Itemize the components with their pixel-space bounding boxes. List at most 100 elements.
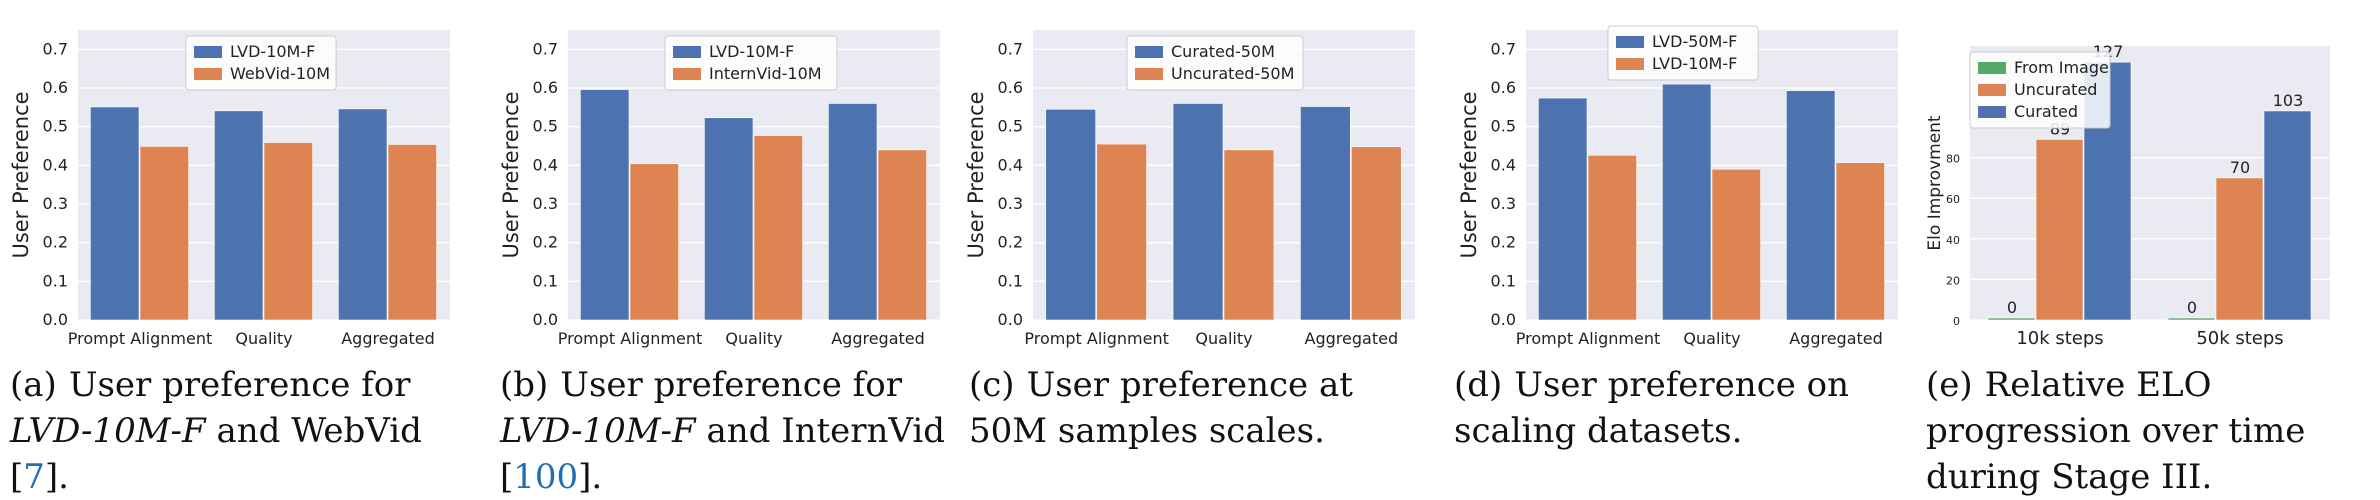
caption-text: User preference for xyxy=(560,365,902,405)
legend-swatch xyxy=(1978,106,2006,118)
legend-swatch xyxy=(1978,84,2006,96)
y-tick-label: 80 xyxy=(1946,153,1960,166)
y-tick-label: 0.3 xyxy=(533,194,558,213)
citation-link[interactable]: 100 xyxy=(513,457,579,497)
legend-box xyxy=(185,35,337,91)
citation-link[interactable]: 7 xyxy=(23,457,45,497)
y-tick-label: 0.5 xyxy=(43,117,68,136)
bar xyxy=(1538,97,1588,321)
bar xyxy=(1045,108,1096,321)
y-tick-label: 0.3 xyxy=(998,194,1023,213)
caption-text: LVD-10M-F xyxy=(500,411,696,451)
y-tick-label: 0.4 xyxy=(1491,155,1516,174)
panel-d: 0.0 0.1 0.2 0.3 0.4 0.5 0.6 0.7 User Preference P… xyxy=(1448,0,1918,457)
data-label: 103 xyxy=(2273,91,2304,110)
y-tick-label: 0.6 xyxy=(533,78,558,97)
caption-text: User preference at 50M samples scales. xyxy=(969,365,1353,451)
legend-swatch xyxy=(194,68,222,80)
x-tick-label: Aggregated xyxy=(831,329,925,348)
y-tick-label: 0.1 xyxy=(998,271,1023,290)
bar xyxy=(1711,168,1761,321)
bar xyxy=(263,142,313,321)
bar xyxy=(1096,143,1147,321)
legend-swatch xyxy=(1135,46,1163,58)
data-label: 0 xyxy=(2007,298,2017,317)
x-tick-label: Quality xyxy=(725,329,782,348)
legend-label: InternVid-10M xyxy=(709,64,822,83)
caption-text: User preference for xyxy=(68,365,411,405)
caption-text: Relative ELO progression over time durin… xyxy=(1926,365,2306,497)
bar xyxy=(90,106,140,321)
y-tick-label: 0.3 xyxy=(1491,194,1516,213)
bar xyxy=(828,103,878,321)
legend-box xyxy=(1607,25,1759,81)
y-tick-label: 0.1 xyxy=(1491,271,1516,290)
x-tick-label: Aggregated xyxy=(341,329,435,348)
caption-label: (a) xyxy=(10,365,57,405)
y-tick-label: 40 xyxy=(1946,234,1960,247)
y-tick-label: 60 xyxy=(1946,193,1960,206)
bar xyxy=(877,149,927,321)
legend-label: WebVid-10M xyxy=(230,64,330,83)
legend-swatch xyxy=(1616,58,1644,70)
legend-swatch xyxy=(1135,68,1163,80)
legend: Curated-50M Uncurated-50M xyxy=(1126,35,1304,91)
panel-a: 0.0 0.1 0.2 0.3 0.4 0.5 0.6 0.7 User Preference P… xyxy=(0,0,470,497)
x-tick-label: Prompt Alignment xyxy=(1024,329,1168,348)
bar xyxy=(1172,103,1224,321)
chart-d: 0.0 0.1 0.2 0.3 0.4 0.5 0.6 0.7 User Preference P… xyxy=(1457,25,1898,348)
y-tick-label: 0.5 xyxy=(998,117,1023,136)
y-tick-label: 0.2 xyxy=(1491,233,1516,252)
caption-text: ]. xyxy=(578,457,603,497)
y-axis-label: User Preference xyxy=(964,91,988,258)
bar xyxy=(704,117,754,321)
legend-label: Curated xyxy=(2014,102,2078,121)
y-tick-label: 0 xyxy=(1953,315,1960,328)
data-label: 70 xyxy=(2230,158,2250,177)
legend-swatch xyxy=(673,68,701,80)
x-tick-label: Quality xyxy=(235,329,292,348)
legend: From Image Uncurated Curated xyxy=(1969,51,2111,129)
y-tick-label: 0.4 xyxy=(43,155,68,174)
bar xyxy=(1786,90,1836,321)
y-axis-label: Elo Improvment xyxy=(1925,115,1945,251)
legend-label: LVD-10M-F xyxy=(709,42,794,61)
y-tick-label: 0.6 xyxy=(43,78,68,97)
bar xyxy=(2263,110,2312,321)
bar xyxy=(629,163,679,321)
legend-label: From Image xyxy=(2014,58,2109,77)
legend-box xyxy=(664,35,838,91)
caption-b: (b) User preference for LVD-10M-F and Int… xyxy=(500,362,960,500)
legend-label: LVD-10M-F xyxy=(1652,54,1737,73)
y-tick-label: 0.1 xyxy=(533,271,558,290)
y-tick-label: 0.7 xyxy=(43,39,68,58)
y-tick-label: 0.6 xyxy=(998,78,1023,97)
y-tick-label: 0.6 xyxy=(1491,78,1516,97)
y-tick-label: 0.4 xyxy=(998,155,1023,174)
y-tick-label: 0.2 xyxy=(533,233,558,252)
legend: LVD-10M-F WebVid-10M xyxy=(185,35,337,91)
legend-label: LVD-10M-F xyxy=(230,42,315,61)
y-tick-label: 0.2 xyxy=(43,233,68,252)
x-tick-label: Quality xyxy=(1195,329,1252,348)
y-tick-label: 0.4 xyxy=(533,155,558,174)
y-tick-label: 0.0 xyxy=(43,310,68,329)
legend-label: Uncurated xyxy=(2014,80,2097,99)
bar xyxy=(1300,106,1351,321)
x-tick-label: Prompt Alignment xyxy=(1516,329,1660,348)
bar xyxy=(2215,177,2264,321)
legend-label: Uncurated-50M xyxy=(1171,64,1294,83)
y-tick-label: 0.1 xyxy=(43,271,68,290)
y-tick-label: 0.2 xyxy=(998,233,1023,252)
caption-text: User preference on scaling datasets. xyxy=(1454,365,1850,451)
y-tick-label: 0.7 xyxy=(998,39,1023,58)
caption-label: (b) xyxy=(500,365,549,405)
y-tick-label: 0.7 xyxy=(533,39,558,58)
bar xyxy=(338,108,388,321)
chart-c: 0.0 0.1 0.2 0.3 0.4 0.5 0.6 0.7 User Preference P… xyxy=(964,30,1415,348)
bar xyxy=(1987,317,2036,321)
y-axis-label: User Preference xyxy=(1457,91,1481,258)
chart-b: 0.0 0.1 0.2 0.3 0.4 0.5 0.6 0.7 User Preference P… xyxy=(499,30,940,348)
x-tick-label: Quality xyxy=(1683,329,1740,348)
